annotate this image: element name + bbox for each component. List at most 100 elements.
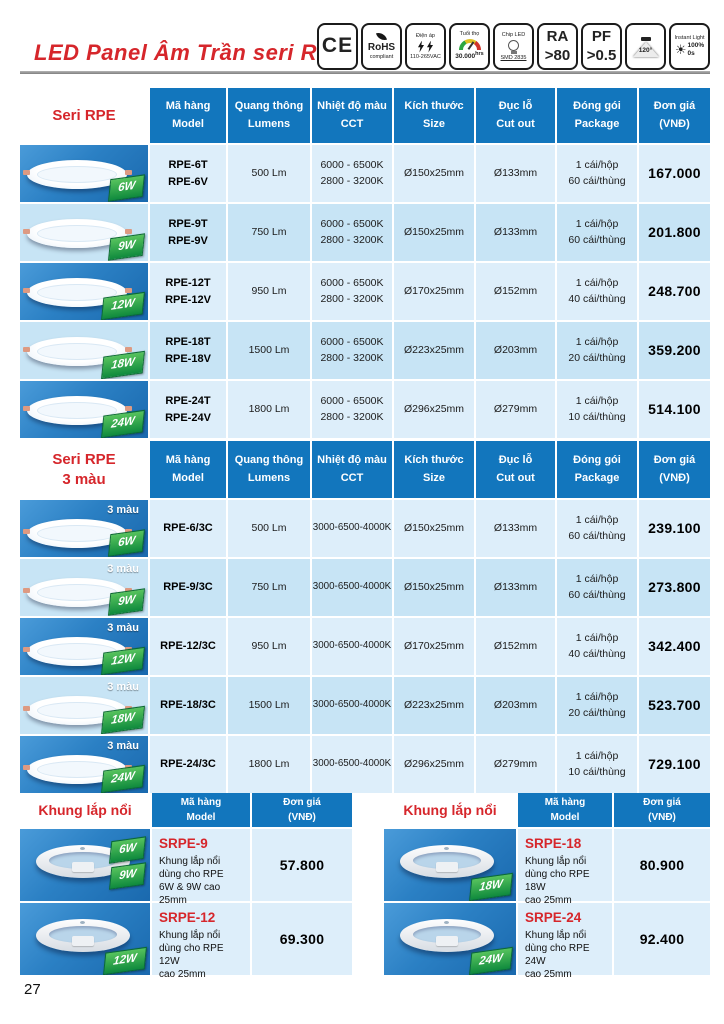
3mau-tag: 3 màu [107, 504, 139, 516]
3mau-tag: 3 màu [107, 740, 139, 752]
wattage-badge: 6W [107, 174, 145, 202]
cutout-cell: Ø279mm [476, 736, 555, 793]
table-header-row: Khung lắp nổi Mã hàng Model Đơn giá (VNĐ) [384, 793, 710, 827]
series-label: Seri RPE 3 màu [20, 441, 148, 498]
price-cell: 514.100 [639, 381, 710, 438]
ce-mark-icon: CE [317, 23, 358, 70]
lumens-cell: 1500 Lm [228, 677, 310, 734]
price-cell: 57.800 [252, 829, 352, 901]
title-underline [20, 71, 710, 74]
column-header-price: Đơn giá (VNĐ) [639, 441, 710, 498]
model-name: SRPE-12 [159, 910, 216, 925]
cct-cell: 3000-6500-4000K [312, 500, 392, 557]
model-name: SRPE-9 [159, 836, 208, 851]
table-row: 12W SRPE-12 Khung lắp nổi dùng cho RPE 1… [20, 903, 352, 980]
chip-led-icon: Chip LED SMD 2835 [493, 23, 534, 70]
wattage-badge: 6W [107, 529, 145, 557]
model-desc-cell: SRPE-18 Khung lắp nổi dùng cho RPE 18W c… [518, 829, 612, 906]
package-cell: 1 cái/hộp 60 cái/thùng [557, 204, 637, 261]
price-cell: 80.900 [614, 829, 710, 901]
wattage-badge: 12W [101, 647, 145, 675]
product-image: 9W [20, 204, 148, 261]
cct-cell: 3000-6500-4000K [312, 677, 392, 734]
wattage-badge: 9W [107, 588, 145, 616]
table-header-row: Seri RPE 3 màu Mã hàng Model Quang thông Lu… [20, 441, 710, 498]
model-desc-cell: SRPE-24 Khung lắp nổi dùng cho RPE 24W c… [518, 903, 612, 980]
pf-badge: PF >0.5 [581, 23, 622, 70]
model-cell: RPE-6T RPE-6V [150, 145, 226, 202]
cct-cell: 6000 - 6500K 2800 - 3200K [312, 381, 392, 438]
ra-badge: RA >80 [537, 23, 578, 70]
bulb-icon [508, 39, 519, 51]
cutout-cell: Ø203mm [476, 322, 555, 379]
cutout-cell: Ø203mm [476, 677, 555, 734]
cutout-cell: Ø133mm [476, 204, 555, 261]
table-khung-lap-noi-right: Khung lắp nổi Mã hàng Model Đơn giá (VNĐ) … [384, 793, 710, 980]
cct-cell: 6000 - 6500K 2800 - 3200K [312, 145, 392, 202]
table-khung-lap-noi-left: Khung lắp nổi Mã hàng Model Đơn giá (VNĐ) … [20, 793, 352, 980]
column-header-model: Mã hàng Model [518, 793, 612, 827]
product-image: 24W [20, 381, 148, 438]
size-cell: Ø296x25mm [394, 381, 474, 438]
size-cell: Ø150x25mm [394, 204, 474, 261]
product-image: 3 màu 12W [20, 618, 148, 675]
price-cell: 201.800 [639, 204, 710, 261]
table-row: 3 màu 18W RPE-18/3C 1500 Lm 3000-6500-40… [20, 677, 710, 734]
lumens-cell: 1800 Lm [228, 736, 310, 793]
lumens-cell: 950 Lm [228, 263, 310, 320]
column-header-model: Mã hàng Model [150, 88, 226, 143]
wattage-badge: 24W [469, 947, 513, 975]
table-row: 3 màu 24W RPE-24/3C 1800 Lm 3000-6500-40… [20, 736, 710, 793]
package-cell: 1 cái/hộp 20 cái/thùng [557, 677, 637, 734]
lumens-cell: 1500 Lm [228, 322, 310, 379]
lumens-cell: 750 Lm [228, 559, 310, 616]
model-desc-cell: SRPE-9 Khung lắp nổi dùng cho RPE 6W & 9… [152, 829, 250, 906]
column-header-package: Đóng gói Package [557, 88, 637, 143]
size-cell: Ø150x25mm [394, 500, 474, 557]
cct-cell: 6000 - 6500K 2800 - 3200K [312, 322, 392, 379]
gauge-icon [458, 39, 481, 51]
lightning-icon [417, 40, 434, 53]
price-cell: 167.000 [639, 145, 710, 202]
model-cell: RPE-12/3C [150, 618, 226, 675]
model-cell: RPE-18/3C [150, 677, 226, 734]
cct-cell: 6000 - 6500K 2800 - 3200K [312, 204, 392, 261]
wattage-badge: 18W [101, 706, 145, 734]
package-cell: 1 cái/hộp 60 cái/thùng [557, 559, 637, 616]
lamp-icon [640, 37, 651, 42]
size-cell: Ø150x25mm [394, 559, 474, 616]
column-header-package: Đóng gói Package [557, 441, 637, 498]
size-cell: Ø170x25mm [394, 263, 474, 320]
table-header-row: Khung lắp nổi Mã hàng Model Đơn giá (VNĐ) [20, 793, 352, 827]
table-row: 12W RPE-12T RPE-12V 950 Lm 6000 - 6500K 28… [20, 263, 710, 320]
price-cell: 523.700 [639, 677, 710, 734]
column-header-price: Đơn giá (VNĐ) [252, 793, 352, 827]
instant-light-icon: Instant Light ☀ 100% 0s [669, 23, 710, 70]
page-title: LED Panel Âm Trần seri RPE [34, 40, 348, 65]
package-cell: 1 cái/hộp 20 cái/thùng [557, 322, 637, 379]
table-row: 24W RPE-24T RPE-24V 1800 Lm 6000 - 6500K 2… [20, 381, 710, 438]
product-image: 3 màu 24W [20, 736, 148, 793]
model-cell: RPE-24T RPE-24V [150, 381, 226, 438]
lumens-cell: 950 Lm [228, 618, 310, 675]
package-cell: 1 cái/hộp 10 cái/thùng [557, 736, 637, 793]
product-image: 3 màu 18W [20, 677, 148, 734]
table-row: 6W RPE-6T RPE-6V 500 Lm 6000 - 6500K 2800 … [20, 145, 710, 202]
beam-cone [632, 42, 659, 58]
column-header-model: Mã hàng Model [150, 441, 226, 498]
frames-label: Khung lắp nổi [20, 793, 150, 827]
page-number: 27 [24, 981, 41, 998]
model-cell: RPE-24/3C [150, 736, 226, 793]
model-desc-cell: SRPE-12 Khung lắp nổi dùng cho RPE 12W c… [152, 903, 250, 980]
table-row: 24W SRPE-24 Khung lắp nổi dùng cho RPE 2… [384, 903, 710, 980]
price-cell: 273.800 [639, 559, 710, 616]
wattage-badge: 18W [101, 351, 145, 379]
product-image: 6W [20, 145, 148, 202]
table-row: 3 màu 6W RPE-6/3C 500 Lm 3000-6500-4000K… [20, 500, 710, 557]
lumens-cell: 500 Lm [228, 145, 310, 202]
package-cell: 1 cái/hộp 40 cái/thùng [557, 618, 637, 675]
cutout-cell: Ø133mm [476, 145, 555, 202]
size-cell: Ø223x25mm [394, 677, 474, 734]
model-cell: RPE-9T RPE-9V [150, 204, 226, 261]
column-header-cutout: Đục lỗ Cut out [476, 88, 555, 143]
